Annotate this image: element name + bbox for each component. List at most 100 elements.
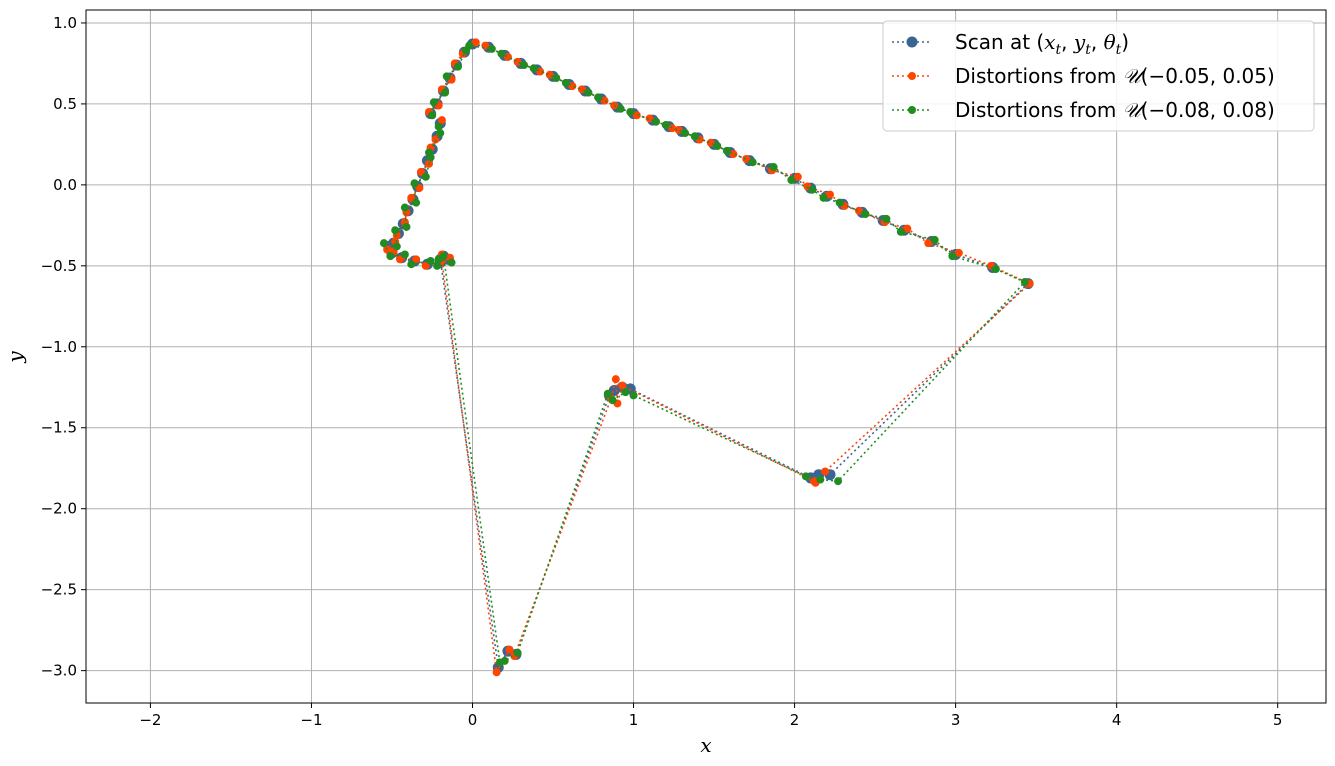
x-tick-label: 5 — [1273, 711, 1283, 729]
series-2-point — [903, 224, 912, 233]
series-3-point — [816, 475, 825, 484]
series-3-point — [400, 250, 409, 259]
series-3-point — [497, 49, 506, 58]
series-3-point — [629, 391, 638, 400]
series-2-point — [600, 96, 609, 105]
series-3-point — [529, 64, 538, 73]
legend-text-part: y — [1073, 30, 1086, 54]
y-axis-label: y — [3, 351, 27, 364]
series-3-point — [787, 176, 796, 185]
legend-text-part: ) — [1121, 30, 1129, 54]
y-tick-label: 0.0 — [53, 176, 77, 194]
series-3-point — [428, 111, 437, 120]
series-3-point — [487, 44, 496, 53]
legend-text-part: θ — [1104, 30, 1116, 54]
series-2-point — [826, 190, 834, 199]
x-tick-label: −2 — [139, 711, 161, 729]
legend-text-part: (−0.08, 0.08) — [1141, 98, 1275, 122]
series-3-point — [681, 129, 690, 138]
series-1-line — [387, 43, 1030, 670]
legend-text-part: Distortions from — [955, 98, 1123, 122]
legend-marker-2 — [908, 72, 916, 80]
x-tick-label: 2 — [790, 711, 800, 729]
series-3-point — [626, 108, 635, 117]
series-3-point — [861, 210, 870, 219]
series-3-point — [713, 142, 722, 151]
series-2-point — [421, 261, 430, 270]
series-3-point — [930, 235, 939, 244]
series-3-point — [462, 46, 471, 55]
series-2-point — [407, 193, 416, 202]
series-3-point — [769, 163, 778, 172]
series-3-point — [748, 158, 757, 167]
x-tick-label: 1 — [629, 711, 639, 729]
series-2-point — [471, 38, 480, 47]
y-tick-label: −0.5 — [41, 257, 77, 275]
legend-label-3: Distortions from 𝒰(−0.08, 0.08) — [955, 98, 1275, 122]
series-3-point — [896, 227, 905, 236]
series-3-line — [382, 44, 1027, 664]
series-3-point — [392, 242, 401, 251]
series-2-point — [492, 668, 501, 677]
series-3-point — [421, 172, 430, 181]
series-2-point — [618, 381, 627, 390]
series-3-point — [835, 198, 844, 207]
series-3-point — [603, 389, 612, 398]
series-3 — [379, 41, 1029, 667]
legend-text-part: t — [1056, 42, 1062, 58]
legend-marker-3 — [908, 106, 916, 114]
series-2-point — [513, 57, 522, 66]
series-3-point — [410, 179, 419, 188]
series-2-point — [437, 116, 446, 125]
series-3-point — [722, 146, 731, 155]
series-3-point — [391, 226, 400, 235]
series-3-point — [442, 72, 451, 81]
series-layer — [379, 38, 1034, 677]
series-3-point — [616, 104, 625, 113]
series-3-point — [379, 239, 388, 248]
series-3-point — [801, 472, 810, 481]
series-3-point — [621, 388, 630, 397]
series-3-point — [407, 260, 416, 269]
series-3-point — [500, 656, 509, 665]
legend-marker-1 — [906, 36, 918, 48]
axis-ticks: −2 −1 0 1 2 3 4 5 −3.0 −2.5 −2.0 −1.5 −1.0 −0.5 0.0 0.5… — [41, 14, 1283, 729]
series-2-point — [412, 255, 421, 264]
series-3-point — [434, 122, 443, 131]
x-tick-label: 4 — [1112, 711, 1122, 729]
legend-text-part: Scan at ( — [955, 30, 1044, 54]
x-tick-label: −1 — [300, 711, 322, 729]
y-tick-label: −1.5 — [41, 419, 77, 437]
y-tick-label: −1.0 — [41, 338, 77, 356]
series-3-point — [561, 78, 570, 87]
series-3-point — [402, 222, 411, 231]
y-tick-label: −2.0 — [41, 500, 77, 518]
series-3-point — [552, 74, 561, 83]
series-3-point — [991, 265, 1000, 274]
series-2 — [383, 38, 1034, 677]
legend-text-part: t — [1116, 42, 1122, 58]
series-3-point — [608, 396, 617, 405]
series-3-point — [690, 132, 699, 141]
series-3-point — [652, 117, 661, 126]
x-axis-label: x — [700, 733, 711, 757]
legend-text-part: (−0.05, 0.05) — [1141, 64, 1275, 88]
legend-box — [882, 20, 1315, 132]
series-3-point — [1020, 278, 1029, 287]
series-2-point — [924, 239, 933, 248]
series-2-point — [503, 52, 512, 61]
series-2-point — [396, 255, 405, 264]
series-2-point — [416, 167, 425, 176]
series-3-point — [808, 185, 817, 194]
series-3-point — [433, 261, 442, 270]
series-3-point — [447, 258, 456, 267]
series-3-point — [441, 88, 450, 97]
series-3-point — [429, 98, 438, 107]
series-2-point — [821, 467, 830, 476]
series-3-point — [454, 62, 462, 71]
series-2-point — [668, 124, 677, 133]
legend-text-part: Distortions from — [955, 64, 1123, 88]
legend: Scan at (xt, yt, θt)Distortions from 𝒰(−… — [882, 20, 1315, 132]
series-3-point — [834, 477, 843, 486]
